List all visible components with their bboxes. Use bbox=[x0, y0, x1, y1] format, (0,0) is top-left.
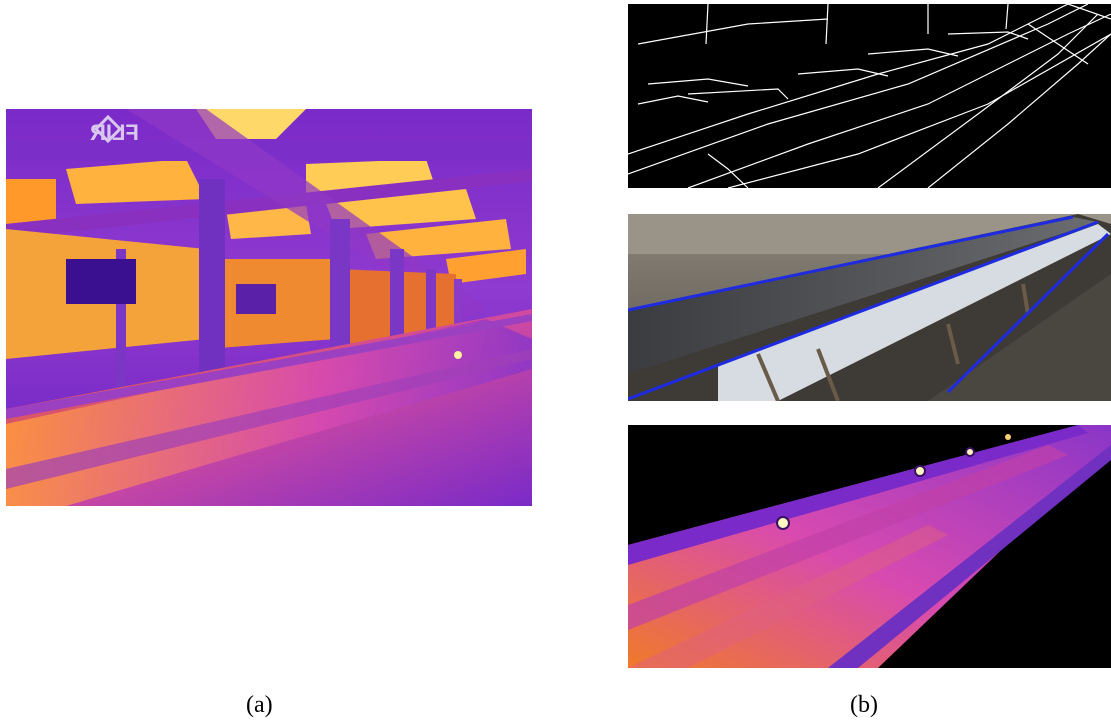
thermal-conveyor-image: FLIR bbox=[6, 109, 532, 506]
flir-logo: FLIR bbox=[90, 114, 139, 145]
edge-detection-image bbox=[628, 4, 1111, 188]
caption-a: (a) bbox=[246, 692, 273, 718]
thermal-belt-roi-image bbox=[628, 425, 1111, 668]
conveyor-photo-with-detected-lines bbox=[628, 214, 1111, 401]
flir-watermark-text: FLIR bbox=[90, 120, 139, 145]
detected-belt-lines bbox=[628, 215, 1110, 401]
caption-b: (b) bbox=[850, 692, 878, 718]
